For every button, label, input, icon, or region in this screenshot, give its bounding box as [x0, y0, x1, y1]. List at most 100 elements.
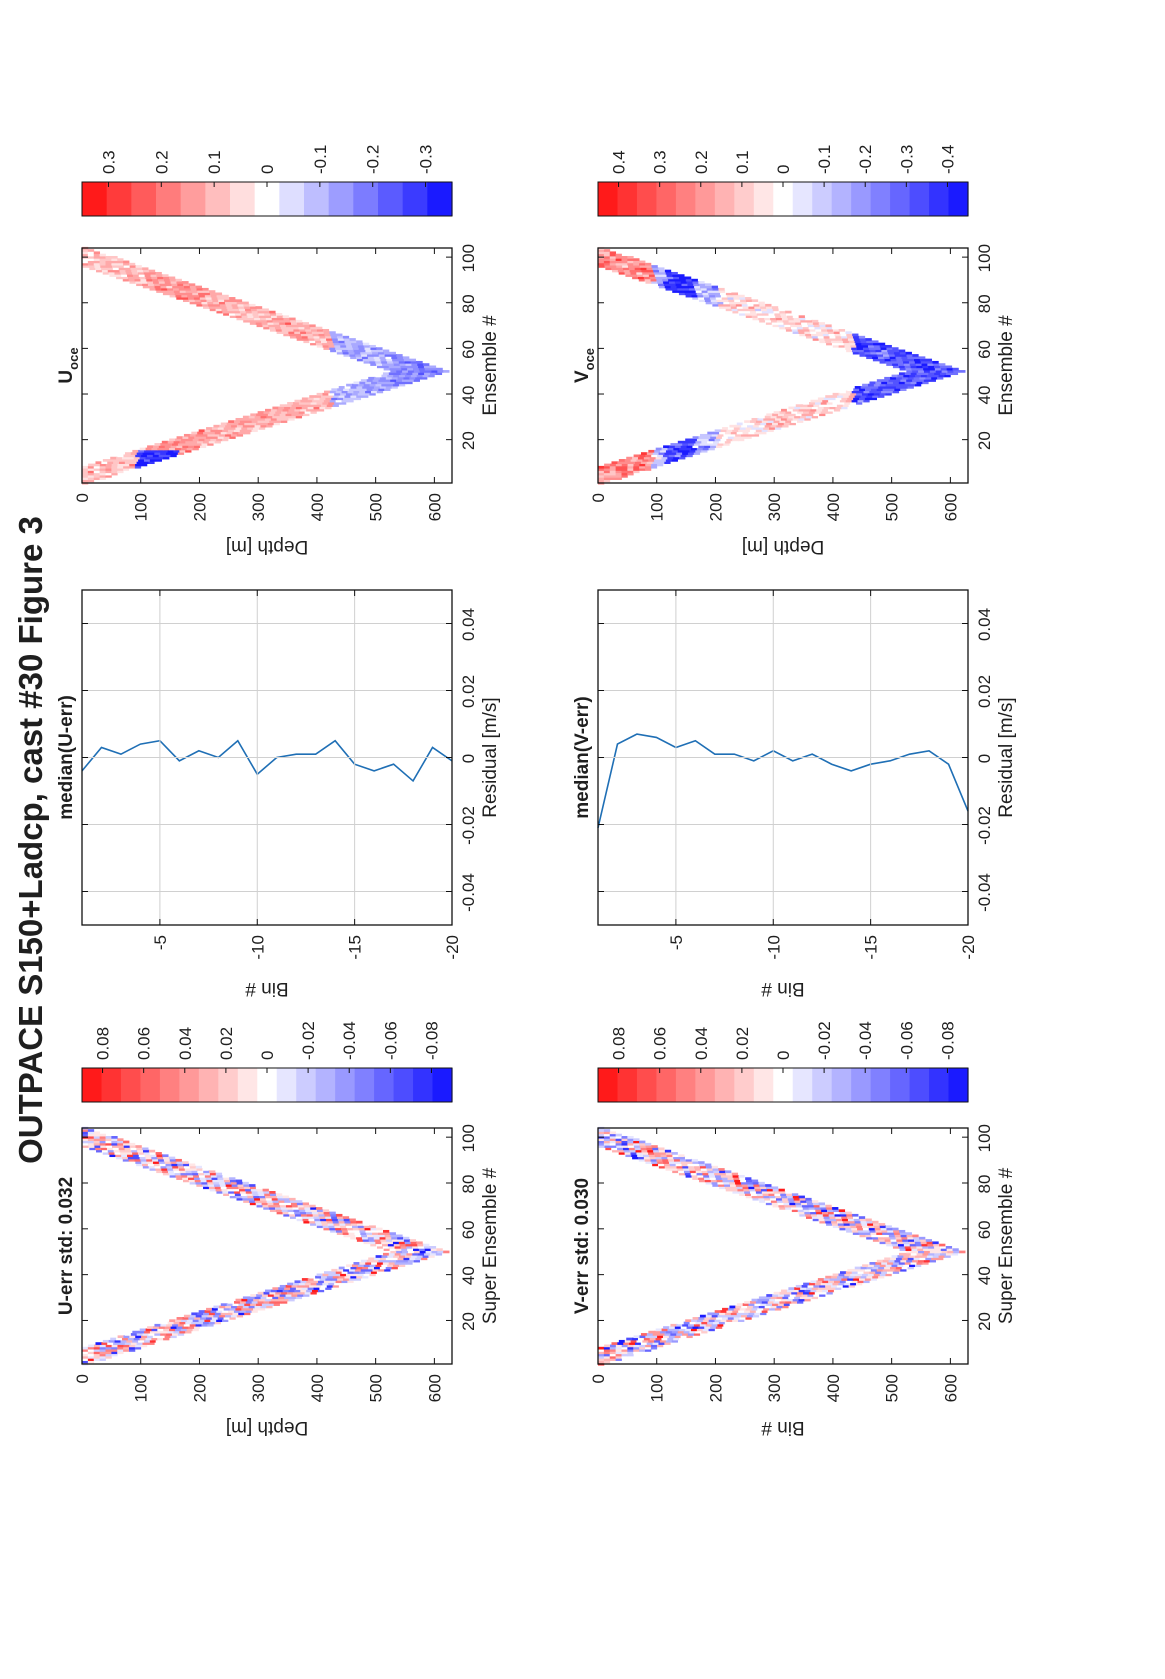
heatmap-cell: [296, 319, 303, 323]
heatmap-cell: [168, 1172, 176, 1176]
colorbar-swatch: [831, 182, 852, 216]
heatmap-cell: [290, 406, 297, 410]
heatmap-cell: [868, 1227, 876, 1231]
heatmap-cell: [923, 1248, 930, 1251]
heatmap-cell: [205, 1317, 213, 1320]
heatmap-cell: [262, 308, 269, 312]
heatmap-cell: [404, 1255, 412, 1258]
heatmap-cell: [235, 1298, 242, 1302]
heatmap-cell: [774, 1307, 782, 1311]
heatmap-cell: [745, 299, 753, 303]
heatmap-cell: [82, 1358, 89, 1361]
heatmap-cell: [893, 1229, 900, 1233]
heatmap-cell: [223, 297, 230, 300]
heatmap-cell: [235, 1307, 242, 1311]
heatmap-cell: [822, 399, 829, 403]
heatmap-cell: [828, 1213, 835, 1217]
colorbar: 0.3 0.2 0.1 0 -0.1 -0.2 -0.3: [81, 145, 453, 217]
heatmap-cell: [909, 363, 917, 366]
heatmap-cell: [802, 1207, 810, 1210]
heatmap-cell: [816, 1280, 823, 1284]
heatmap-cell: [286, 326, 294, 330]
heatmap-cell: [829, 397, 836, 401]
heatmap-cell: [802, 326, 810, 330]
heatmap-cell: [633, 465, 640, 469]
heatmap-cell: [798, 1298, 805, 1302]
heatmap-cell: [381, 383, 388, 387]
heatmap-cell: [138, 459, 145, 462]
heatmap-cell: [816, 1289, 823, 1293]
heatmap-cell: [839, 331, 846, 334]
heatmap-cell: [784, 1204, 791, 1208]
heatmap-cell: [785, 310, 792, 314]
heatmap-cell: [232, 431, 239, 435]
heatmap-cell: [751, 1298, 758, 1302]
heatmap-cell: [708, 292, 715, 296]
heatmap-cell: [301, 1287, 309, 1290]
heatmap-cell: [652, 452, 659, 455]
heatmap-cell: [95, 1147, 102, 1151]
heatmap-cell: [664, 461, 671, 465]
heatmap-cell: [633, 468, 640, 471]
heatmap-cell: [182, 436, 189, 439]
heatmap-cell: [220, 306, 227, 309]
heatmap-cell: [208, 440, 216, 444]
heatmap-cell: [235, 417, 242, 421]
heatmap-cell: [931, 376, 938, 380]
heatmap-cell: [763, 1307, 770, 1311]
heatmap-cell: [276, 1289, 284, 1293]
heatmap-cell: [757, 315, 764, 318]
colorbar-tick-label: 0.1: [205, 150, 224, 174]
heatmap-cell: [771, 1202, 779, 1206]
heatmap-cell: [87, 465, 95, 469]
heatmap-cell: [895, 1266, 903, 1270]
heatmap-cell: [390, 379, 397, 382]
heatmap-cell: [230, 1181, 238, 1185]
heatmap-cell: [300, 1213, 308, 1217]
heatmap-cell: [705, 1323, 712, 1327]
heatmap-cell: [888, 1232, 895, 1235]
heatmap-cell: [82, 470, 89, 474]
heatmap-cell: [680, 1326, 687, 1329]
heatmap-cell: [825, 1204, 832, 1208]
heatmap-cell: [939, 363, 946, 366]
heatmap-cell: [598, 1351, 605, 1355]
heatmap-cell: [369, 392, 376, 396]
heatmap-cell: [793, 1197, 800, 1201]
colorbar-tick-label: -0.08: [422, 1021, 441, 1060]
heatmap-cell: [195, 1323, 202, 1327]
heatmap-cell: [813, 413, 820, 417]
heatmap-cell: [291, 404, 298, 407]
heatmap-cell: [867, 344, 875, 348]
heatmap-cell: [668, 281, 676, 284]
y-tick-label: 100: [648, 493, 667, 521]
heatmap-cell: [93, 1346, 101, 1350]
heatmap-cell: [728, 299, 735, 303]
heatmap-cell: [269, 1291, 276, 1295]
heatmap-cell: [121, 1156, 129, 1160]
heatmap-cell: [298, 326, 305, 330]
heatmap-cell: [845, 347, 852, 350]
heatmap-cell: [189, 433, 197, 437]
heatmap-cell: [876, 351, 883, 355]
heatmap-cell: [760, 306, 767, 309]
heatmap-cell: [87, 1351, 95, 1355]
colorbar-swatch: [909, 1068, 930, 1102]
heatmap-cell: [953, 370, 960, 373]
heatmap-cell: [189, 285, 197, 289]
heatmap-cell: [859, 1268, 866, 1272]
heatmap-cell: [670, 1333, 677, 1336]
colorbar-swatch: [402, 182, 428, 216]
heatmap-cell: [609, 470, 617, 474]
heatmap-cell: [394, 1252, 401, 1256]
heatmap-cell: [123, 262, 130, 266]
heatmap-cell: [895, 376, 903, 380]
heatmap-cell: [819, 413, 826, 417]
heatmap-cell: [272, 1296, 279, 1300]
heatmap-cell: [826, 1291, 833, 1295]
heatmap-cell: [879, 344, 887, 348]
colorbar-swatch: [328, 182, 354, 216]
heatmap-cell: [644, 1158, 651, 1162]
x-tick-label: 80: [975, 294, 994, 313]
heatmap-cell: [266, 1296, 273, 1300]
